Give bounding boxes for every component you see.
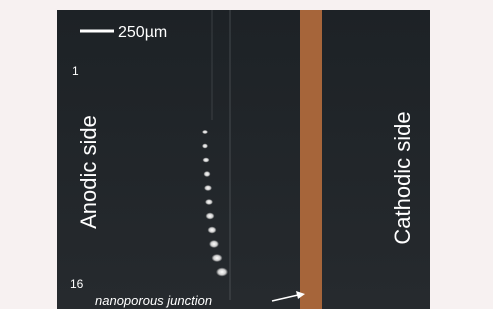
micrograph	[57, 10, 430, 309]
cathodic-label: Cathodic side	[390, 111, 415, 244]
junction-stripe	[300, 10, 322, 309]
scale-label: 250µm	[118, 24, 167, 41]
junction-label: nanoporous junction	[95, 293, 212, 308]
index-label: 1	[72, 64, 79, 78]
anodic-label: Anodic side	[76, 115, 101, 229]
page: {"scale_bar": {"label": "250µm"}, "label…	[0, 0, 493, 309]
figure: 250µm 1 16 Anodic side Cathodic side nan…	[0, 0, 493, 309]
index-label: 16	[70, 277, 84, 291]
